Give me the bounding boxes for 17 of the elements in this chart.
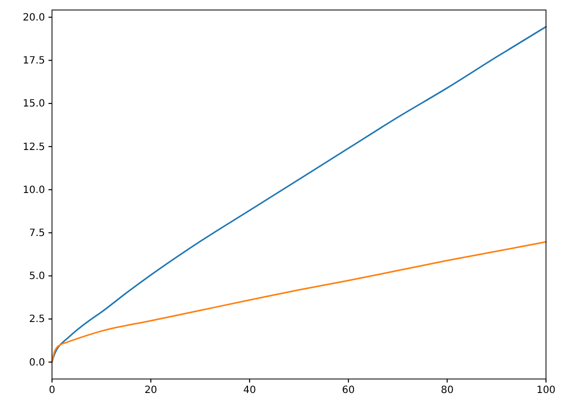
- y-tick-label: 10.0: [22, 184, 45, 196]
- x-tick-label: 80: [440, 385, 454, 396]
- y-tick-label: 5.0: [29, 271, 45, 282]
- x-tick-label: 0: [48, 385, 56, 396]
- x-tick-label: 60: [342, 385, 355, 396]
- x-tick-label: 100: [536, 385, 556, 396]
- line-series: [51, 241, 547, 363]
- y-tick-label: 0.0: [29, 357, 45, 368]
- y-tick-label: 20.0: [22, 12, 45, 24]
- line-series: [51, 26, 547, 363]
- x-tick-label: 20: [144, 385, 158, 396]
- y-tick-label: 2.5: [29, 314, 45, 326]
- x-tick-label: 40: [243, 385, 256, 396]
- y-tick-label: 17.5: [22, 56, 45, 67]
- y-tick-label: 12.5: [22, 142, 45, 153]
- y-tick-label: 7.5: [29, 228, 45, 239]
- y-tick-label: 15.0: [22, 98, 45, 110]
